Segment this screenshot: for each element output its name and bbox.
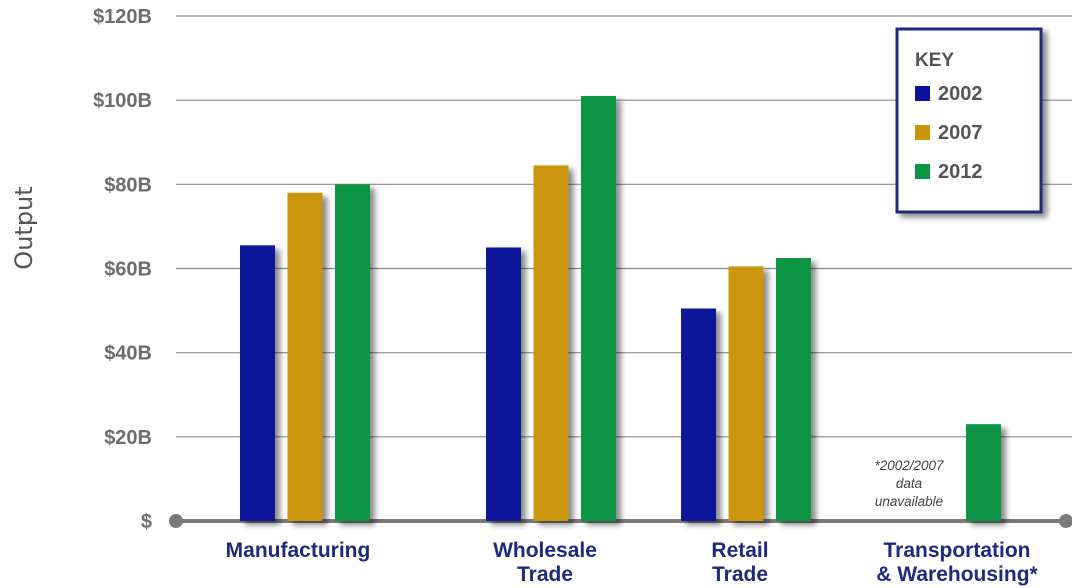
axis-end-dot bbox=[169, 514, 183, 528]
bar-2002 bbox=[486, 247, 521, 521]
y-tick-label: $80B bbox=[104, 174, 152, 196]
y-tick-label: $40B bbox=[104, 343, 152, 365]
y-axis-label: Output bbox=[10, 186, 38, 269]
axis-end-dot bbox=[1059, 514, 1072, 528]
bar-2012 bbox=[581, 96, 616, 521]
legend-swatch-2012 bbox=[915, 164, 930, 179]
legend-label-2007: 2007 bbox=[938, 122, 983, 144]
category-label: Retail Trade bbox=[711, 539, 768, 586]
y-tick-label: $60B bbox=[104, 259, 152, 281]
bar-2012 bbox=[966, 424, 1001, 521]
y-tick-label: $100B bbox=[93, 90, 152, 112]
legend: KEY 2002 2007 2012 bbox=[897, 29, 1041, 212]
legend-swatch-2002 bbox=[915, 86, 930, 101]
legend-swatch-2007 bbox=[915, 125, 930, 140]
legend-title: KEY bbox=[915, 50, 954, 71]
bar-2007 bbox=[729, 266, 764, 521]
bar-2007 bbox=[534, 165, 569, 521]
y-tick-labels: $ $20B $40B $60B $80B $100B $120B bbox=[93, 6, 152, 533]
legend-label-2012: 2012 bbox=[938, 161, 983, 183]
category-labels: Manufacturing Wholesale Trade Retail Trade Tr… bbox=[226, 539, 1039, 586]
bar-2002 bbox=[240, 245, 275, 521]
legend-label-2002: 2002 bbox=[938, 83, 983, 105]
bar-2012 bbox=[776, 258, 811, 521]
y-tick-label: $120B bbox=[93, 6, 152, 28]
bar-2012 bbox=[335, 184, 370, 521]
bar-2002 bbox=[681, 308, 716, 521]
bar-2007 bbox=[288, 193, 323, 521]
category-label: Wholesale Trade bbox=[493, 539, 597, 586]
y-tick-label: $20B bbox=[104, 427, 152, 449]
category-label: Manufacturing bbox=[226, 539, 371, 562]
category-label: Transportation & Warehousing* bbox=[876, 539, 1038, 586]
y-tick-label: $ bbox=[141, 511, 152, 533]
annotation-note: *2002/2007 data unavailable bbox=[874, 458, 944, 509]
